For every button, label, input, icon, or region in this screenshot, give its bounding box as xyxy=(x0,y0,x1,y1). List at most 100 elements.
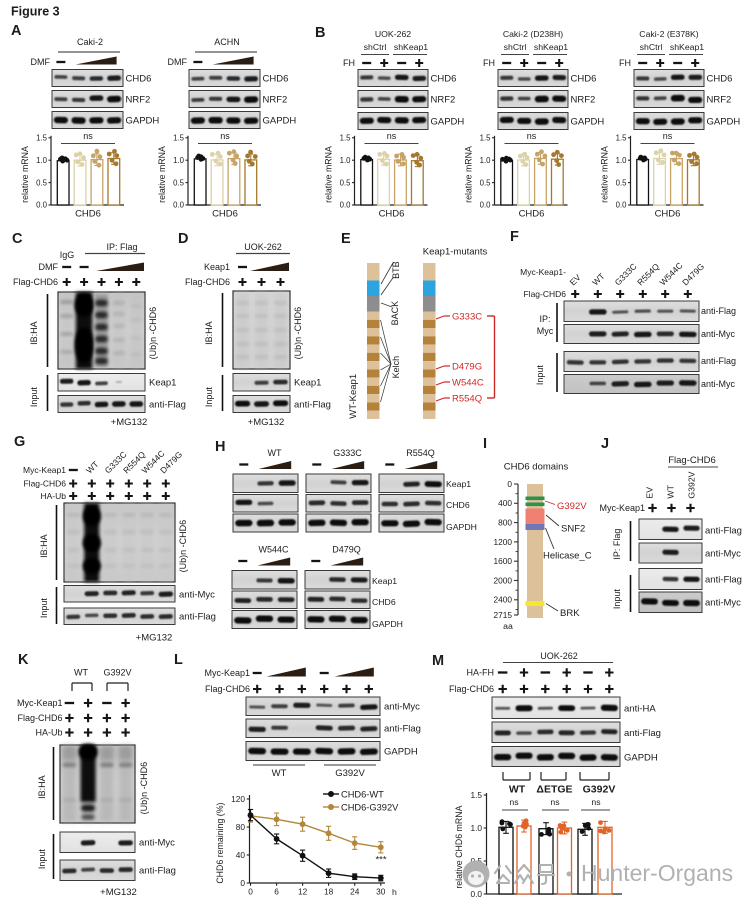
svg-text:F: F xyxy=(510,229,519,245)
svg-text:Flag-CHD6: Flag-CHD6 xyxy=(523,289,566,299)
svg-text:***: *** xyxy=(375,854,386,865)
svg-text:ns: ns xyxy=(527,131,537,141)
svg-text:1.5: 1.5 xyxy=(470,790,482,800)
svg-text:Flag-CHD6: Flag-CHD6 xyxy=(449,684,494,694)
svg-text:anti-Flag: anti-Flag xyxy=(149,399,186,410)
svg-text:anti-Myc: anti-Myc xyxy=(701,329,736,339)
svg-text:K: K xyxy=(18,652,29,668)
svg-text:IB:HA: IB:HA xyxy=(29,321,39,345)
svg-text:Flag-CHD6: Flag-CHD6 xyxy=(23,479,66,489)
svg-text:Keap1: Keap1 xyxy=(446,479,471,489)
svg-text:G392V: G392V xyxy=(583,784,616,796)
svg-text:anti-Flag: anti-Flag xyxy=(705,574,742,585)
svg-text:1.5: 1.5 xyxy=(616,134,628,143)
svg-text:G392V: G392V xyxy=(103,668,131,678)
svg-text:0: 0 xyxy=(240,878,245,888)
svg-text:J: J xyxy=(601,436,609,452)
svg-text:+MG132: +MG132 xyxy=(136,632,173,643)
svg-text:anti-Flag: anti-Flag xyxy=(705,525,742,536)
svg-text:Keap1-mutants: Keap1-mutants xyxy=(423,246,488,257)
svg-text:1.0: 1.0 xyxy=(616,156,628,165)
svg-text:G333C: G333C xyxy=(452,311,482,322)
svg-text:GAPDH: GAPDH xyxy=(384,746,418,757)
svg-text:CHD6: CHD6 xyxy=(263,73,289,84)
svg-text:R554Q: R554Q xyxy=(452,393,482,404)
svg-text:Input: Input xyxy=(29,387,39,408)
svg-text:0.0: 0.0 xyxy=(470,889,482,899)
svg-text:ns: ns xyxy=(550,797,560,807)
svg-text:Keap1: Keap1 xyxy=(372,576,397,586)
svg-text:1600: 1600 xyxy=(494,556,513,566)
svg-text:6: 6 xyxy=(274,886,279,896)
svg-text:D: D xyxy=(178,231,188,247)
svg-text:anti-HA: anti-HA xyxy=(624,703,656,714)
svg-text:Flag-CHD6: Flag-CHD6 xyxy=(205,684,250,694)
svg-text:1.0: 1.0 xyxy=(470,823,482,833)
svg-text:anti-Flag: anti-Flag xyxy=(624,728,661,739)
svg-text:ns: ns xyxy=(663,131,673,141)
svg-text:A: A xyxy=(11,23,22,39)
svg-text:BRK: BRK xyxy=(560,608,580,619)
svg-text:CHD6: CHD6 xyxy=(372,597,396,607)
svg-text:+MG132: +MG132 xyxy=(248,417,285,428)
svg-text:12: 12 xyxy=(298,886,308,896)
svg-text:0.5: 0.5 xyxy=(480,178,492,187)
svg-text:CHD6-WT: CHD6-WT xyxy=(341,789,384,799)
svg-text:IB:HA: IB:HA xyxy=(39,534,49,558)
svg-text:FH: FH xyxy=(619,58,631,68)
svg-text:UOK-262: UOK-262 xyxy=(540,651,578,661)
svg-text:G392V: G392V xyxy=(335,768,365,779)
svg-text:BACK: BACK xyxy=(390,301,400,326)
svg-text:1.0: 1.0 xyxy=(480,156,492,165)
svg-text:0.5: 0.5 xyxy=(340,178,352,187)
svg-text:Myc-Keap1-: Myc-Keap1- xyxy=(520,267,566,277)
svg-text:1.0: 1.0 xyxy=(36,156,48,165)
svg-text:SNF2: SNF2 xyxy=(561,523,585,534)
svg-text:GAPDH: GAPDH xyxy=(624,752,658,763)
svg-text:120: 120 xyxy=(231,794,245,804)
svg-text:0.0: 0.0 xyxy=(480,201,492,210)
svg-text:HA-Ub: HA-Ub xyxy=(40,491,66,501)
svg-text:(Ub)n -CHD6: (Ub)n -CHD6 xyxy=(293,307,303,360)
svg-text:Kelch: Kelch xyxy=(391,356,401,379)
svg-text:0.0: 0.0 xyxy=(340,201,352,210)
svg-text:anti-Myc: anti-Myc xyxy=(705,597,741,608)
svg-text:2715: 2715 xyxy=(494,610,513,620)
svg-text:Keap1: Keap1 xyxy=(204,262,230,272)
svg-text:DMF: DMF xyxy=(39,262,59,272)
svg-text:G392V: G392V xyxy=(687,471,697,498)
svg-text:Myc-Keap1: Myc-Keap1 xyxy=(23,465,66,475)
svg-text:BTB: BTB xyxy=(391,261,401,279)
svg-text:ns: ns xyxy=(220,131,230,141)
svg-text:shCtrl: shCtrl xyxy=(504,42,527,52)
svg-text:GAPDH: GAPDH xyxy=(263,115,297,126)
svg-text:0.0: 0.0 xyxy=(173,201,185,210)
svg-text:UOK-262: UOK-262 xyxy=(375,29,411,39)
svg-text:WT-Keap1: WT-Keap1 xyxy=(348,374,359,419)
svg-text:W544C: W544C xyxy=(452,377,484,388)
svg-text:Caki-2 (D238H): Caki-2 (D238H) xyxy=(503,29,563,39)
svg-text:anti-Flag: anti-Flag xyxy=(139,865,176,876)
svg-text:C: C xyxy=(12,231,23,247)
svg-text:FH: FH xyxy=(483,58,495,68)
svg-text:anti-Flag: anti-Flag xyxy=(701,306,736,316)
svg-text:relative mRNA: relative mRNA xyxy=(157,146,167,203)
svg-text:GAPDH: GAPDH xyxy=(431,116,465,127)
svg-text:IB:HA: IB:HA xyxy=(37,775,47,799)
svg-text:anti-Myc: anti-Myc xyxy=(384,701,420,712)
svg-text:CHD6: CHD6 xyxy=(655,208,681,219)
svg-text:anti-Flag: anti-Flag xyxy=(384,723,421,734)
svg-text:1200: 1200 xyxy=(494,537,513,547)
svg-text:(Ub)n -CHD6: (Ub)n -CHD6 xyxy=(148,307,158,360)
svg-text:I: I xyxy=(483,436,487,452)
svg-text:0.5: 0.5 xyxy=(173,178,185,187)
svg-text:NRF2: NRF2 xyxy=(571,94,596,105)
svg-text:Flag-CHD6: Flag-CHD6 xyxy=(668,455,716,466)
svg-text:aa: aa xyxy=(503,621,513,631)
svg-text:0: 0 xyxy=(507,479,512,489)
svg-text:GAPDH: GAPDH xyxy=(571,116,605,127)
svg-text:Myc: Myc xyxy=(537,326,554,336)
svg-text:D479Q: D479Q xyxy=(332,545,361,555)
svg-text:G: G xyxy=(14,434,25,450)
svg-text:800: 800 xyxy=(498,518,512,528)
